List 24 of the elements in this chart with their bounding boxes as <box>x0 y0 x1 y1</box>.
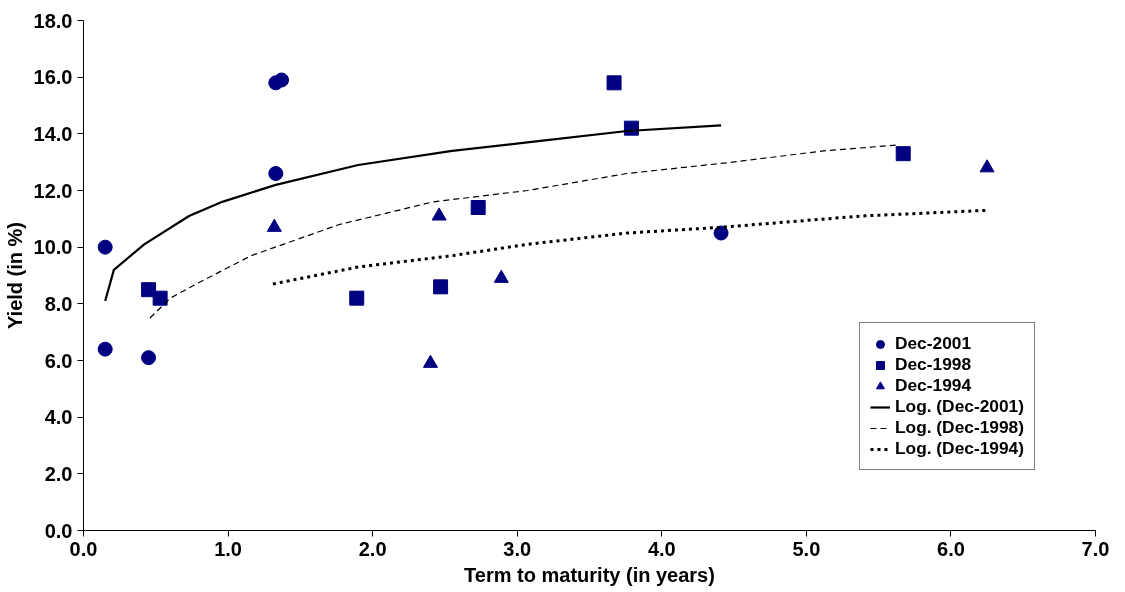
x-tick-label: 4.0 <box>647 537 676 560</box>
legend-label: Log. (Dec-2001) <box>894 396 1024 417</box>
y-tick-label: 8.0 <box>44 292 73 315</box>
y-tick-label: 12.0 <box>33 179 73 202</box>
y-tick-label: 16.0 <box>33 66 73 89</box>
legend-label: Dec-2001 <box>894 333 972 354</box>
y-tick-label: 6.0 <box>44 349 73 372</box>
y-axis-title: Yield (in %) <box>3 221 26 330</box>
x-tick-label: 6.0 <box>937 537 965 560</box>
x-tick-label: 3.0 <box>503 537 532 560</box>
x-tick-label: 5.0 <box>792 537 821 560</box>
x-axis-title: Term to maturity (in years) <box>464 563 715 586</box>
y-tick-label: 2.0 <box>44 462 73 485</box>
x-tick-label: 1.0 <box>214 537 242 560</box>
legend-label: Dec-1994 <box>894 375 972 396</box>
y-tick-label: 14.0 <box>33 122 73 145</box>
legend-label: Dec-1998 <box>894 354 972 375</box>
legend-label: Log. (Dec-1998) <box>894 417 1024 438</box>
x-tick-label: 7.0 <box>1081 537 1110 560</box>
y-tick-label: 4.0 <box>44 406 73 429</box>
y-tick-label: 10.0 <box>33 236 73 259</box>
y-tick-label: 18.0 <box>33 9 73 32</box>
legend-label: Log. (Dec-1994) <box>894 438 1024 459</box>
x-tick-label: 2.0 <box>358 537 387 560</box>
